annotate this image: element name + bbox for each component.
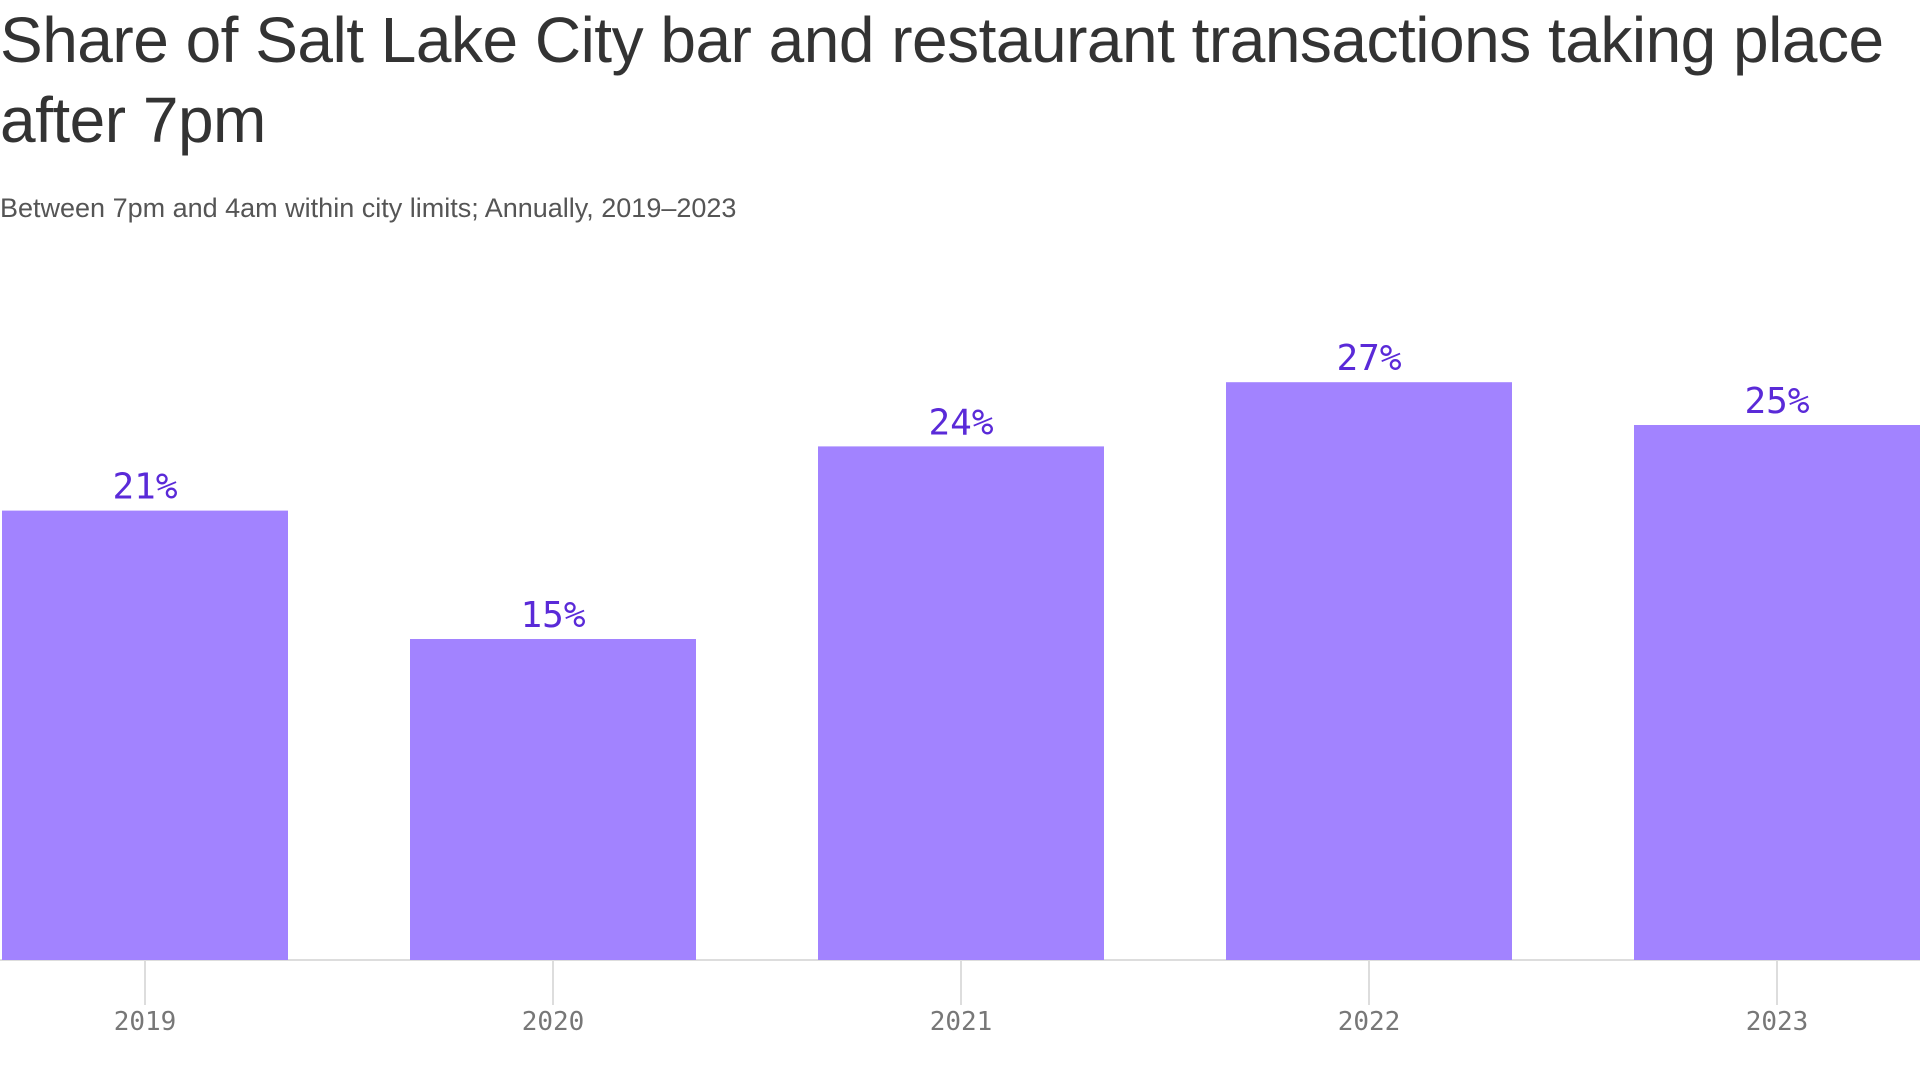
bar-2022 [1226,382,1512,960]
value-label-2022: 27% [1336,338,1401,379]
x-tick-label-2020: 2020 [522,1007,585,1037]
bar-2019 [2,510,288,960]
value-label-2021: 24% [928,402,993,443]
value-label-2019: 21% [112,467,177,508]
value-label-2020: 15% [520,595,585,636]
bar-2020 [410,639,696,960]
bar-2023 [1634,425,1920,960]
x-tick-label-2023: 2023 [1746,1007,1809,1037]
chart-subtitle: Between 7pm and 4am within city limits; … [0,193,737,223]
value-label-2023: 25% [1744,381,1809,422]
x-tick-label-2022: 2022 [1338,1007,1401,1037]
chart-title: Share of Salt Lake City bar and restaura… [0,4,1884,156]
x-tick-label-2021: 2021 [930,1007,993,1037]
bar-2021 [818,446,1104,960]
x-tick-label-2019: 2019 [114,1007,177,1037]
bar-chart: 21% 2019 15% 2020 24% 2021 27% 2022 25% 2023 [0,338,1920,1037]
